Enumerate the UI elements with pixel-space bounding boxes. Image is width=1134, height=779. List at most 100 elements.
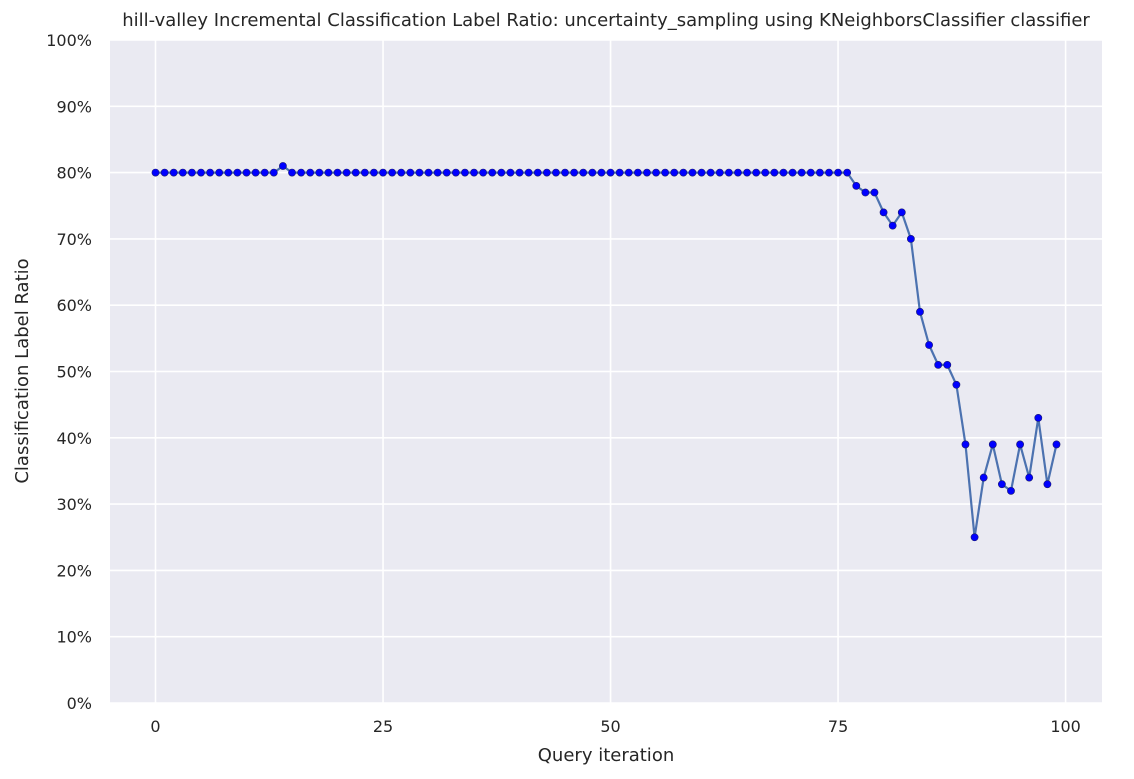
data-point	[533, 168, 542, 177]
data-point	[297, 168, 306, 177]
data-point	[652, 168, 660, 177]
data-point	[815, 168, 824, 177]
data-point	[570, 168, 579, 177]
y-tick-label: 40%	[56, 429, 92, 448]
y-tick-label: 90%	[56, 97, 92, 116]
x-tick-label: 25	[373, 717, 393, 736]
data-point	[1007, 486, 1015, 495]
data-point	[215, 168, 224, 177]
y-tick-label: 0%	[67, 694, 92, 713]
data-point	[770, 168, 779, 177]
data-point	[251, 168, 260, 177]
data-point	[370, 168, 378, 177]
data-point	[870, 188, 879, 197]
data-point	[260, 168, 269, 177]
data-point	[679, 168, 688, 177]
data-point	[597, 168, 606, 177]
data-point	[961, 440, 970, 449]
y-axis-label: Classification Label Ratio	[12, 258, 33, 483]
x-tick-label: 50	[600, 717, 620, 736]
data-point	[1016, 440, 1024, 449]
series-line-group	[155, 164, 1058, 539]
data-point	[643, 168, 651, 177]
data-point	[670, 168, 679, 177]
data-point	[397, 168, 406, 177]
data-point	[925, 341, 933, 349]
data-point	[888, 221, 897, 230]
data-point	[988, 440, 997, 449]
data-point	[834, 168, 842, 177]
x-tick-label: 100	[1050, 717, 1081, 736]
data-point	[797, 168, 806, 177]
data-point	[552, 168, 560, 177]
data-point	[752, 168, 761, 177]
y-tick-label: 30%	[56, 495, 92, 514]
data-point	[442, 168, 451, 177]
data-point	[624, 168, 633, 177]
series-line	[155, 164, 1058, 539]
data-point	[579, 168, 588, 177]
data-point	[561, 168, 569, 177]
y-axis-ticks: 0% 10% 20% 30% 40% 50% 60% 70% 80% 90% 100%	[46, 31, 92, 713]
data-point	[997, 480, 1006, 489]
data-point	[861, 188, 870, 197]
data-point	[288, 168, 296, 177]
data-point	[661, 168, 670, 177]
data-point	[461, 168, 469, 177]
data-point	[479, 168, 488, 177]
data-point	[169, 168, 178, 177]
data-point	[315, 168, 324, 177]
data-point	[515, 168, 524, 177]
y-tick-label: 10%	[56, 628, 92, 647]
data-point	[688, 168, 697, 177]
data-point	[852, 181, 861, 190]
data-point	[979, 473, 988, 482]
data-point	[415, 168, 424, 177]
data-point	[806, 168, 815, 177]
y-tick-label: 20%	[56, 561, 92, 580]
data-point	[151, 168, 160, 177]
data-point	[743, 168, 751, 177]
data-point	[1043, 480, 1052, 489]
data-point	[715, 168, 724, 177]
y-tick-label: 80%	[56, 164, 92, 183]
data-point	[952, 380, 961, 389]
data-point	[633, 168, 642, 177]
data-point	[825, 168, 833, 177]
x-tick-label: 0	[150, 717, 160, 736]
x-axis-label: Query iteration	[538, 745, 674, 766]
data-point	[433, 168, 442, 177]
data-point	[606, 168, 615, 177]
data-point	[706, 168, 715, 177]
data-point	[488, 168, 497, 177]
data-point	[897, 208, 906, 217]
data-point	[779, 168, 788, 177]
data-point	[242, 168, 251, 177]
data-point	[906, 234, 915, 243]
data-point	[197, 168, 205, 177]
data-point	[269, 168, 278, 177]
data-point	[615, 168, 624, 177]
data-point	[351, 168, 360, 177]
data-point	[879, 208, 888, 217]
data-point	[379, 168, 387, 177]
y-tick-label: 60%	[56, 296, 92, 315]
data-point	[761, 168, 770, 177]
data-point	[1034, 414, 1043, 422]
data-point	[506, 168, 515, 177]
data-point	[934, 360, 943, 369]
data-point	[424, 168, 433, 177]
data-point	[306, 168, 315, 177]
data-point	[388, 168, 397, 177]
data-point	[497, 168, 506, 177]
y-tick-label: 70%	[56, 230, 92, 249]
data-point	[206, 168, 215, 177]
data-point	[734, 168, 742, 177]
data-point	[342, 168, 351, 177]
data-point	[542, 168, 551, 177]
data-point	[451, 168, 460, 177]
data-point	[916, 307, 924, 316]
data-point	[324, 168, 333, 177]
data-point	[524, 168, 533, 177]
